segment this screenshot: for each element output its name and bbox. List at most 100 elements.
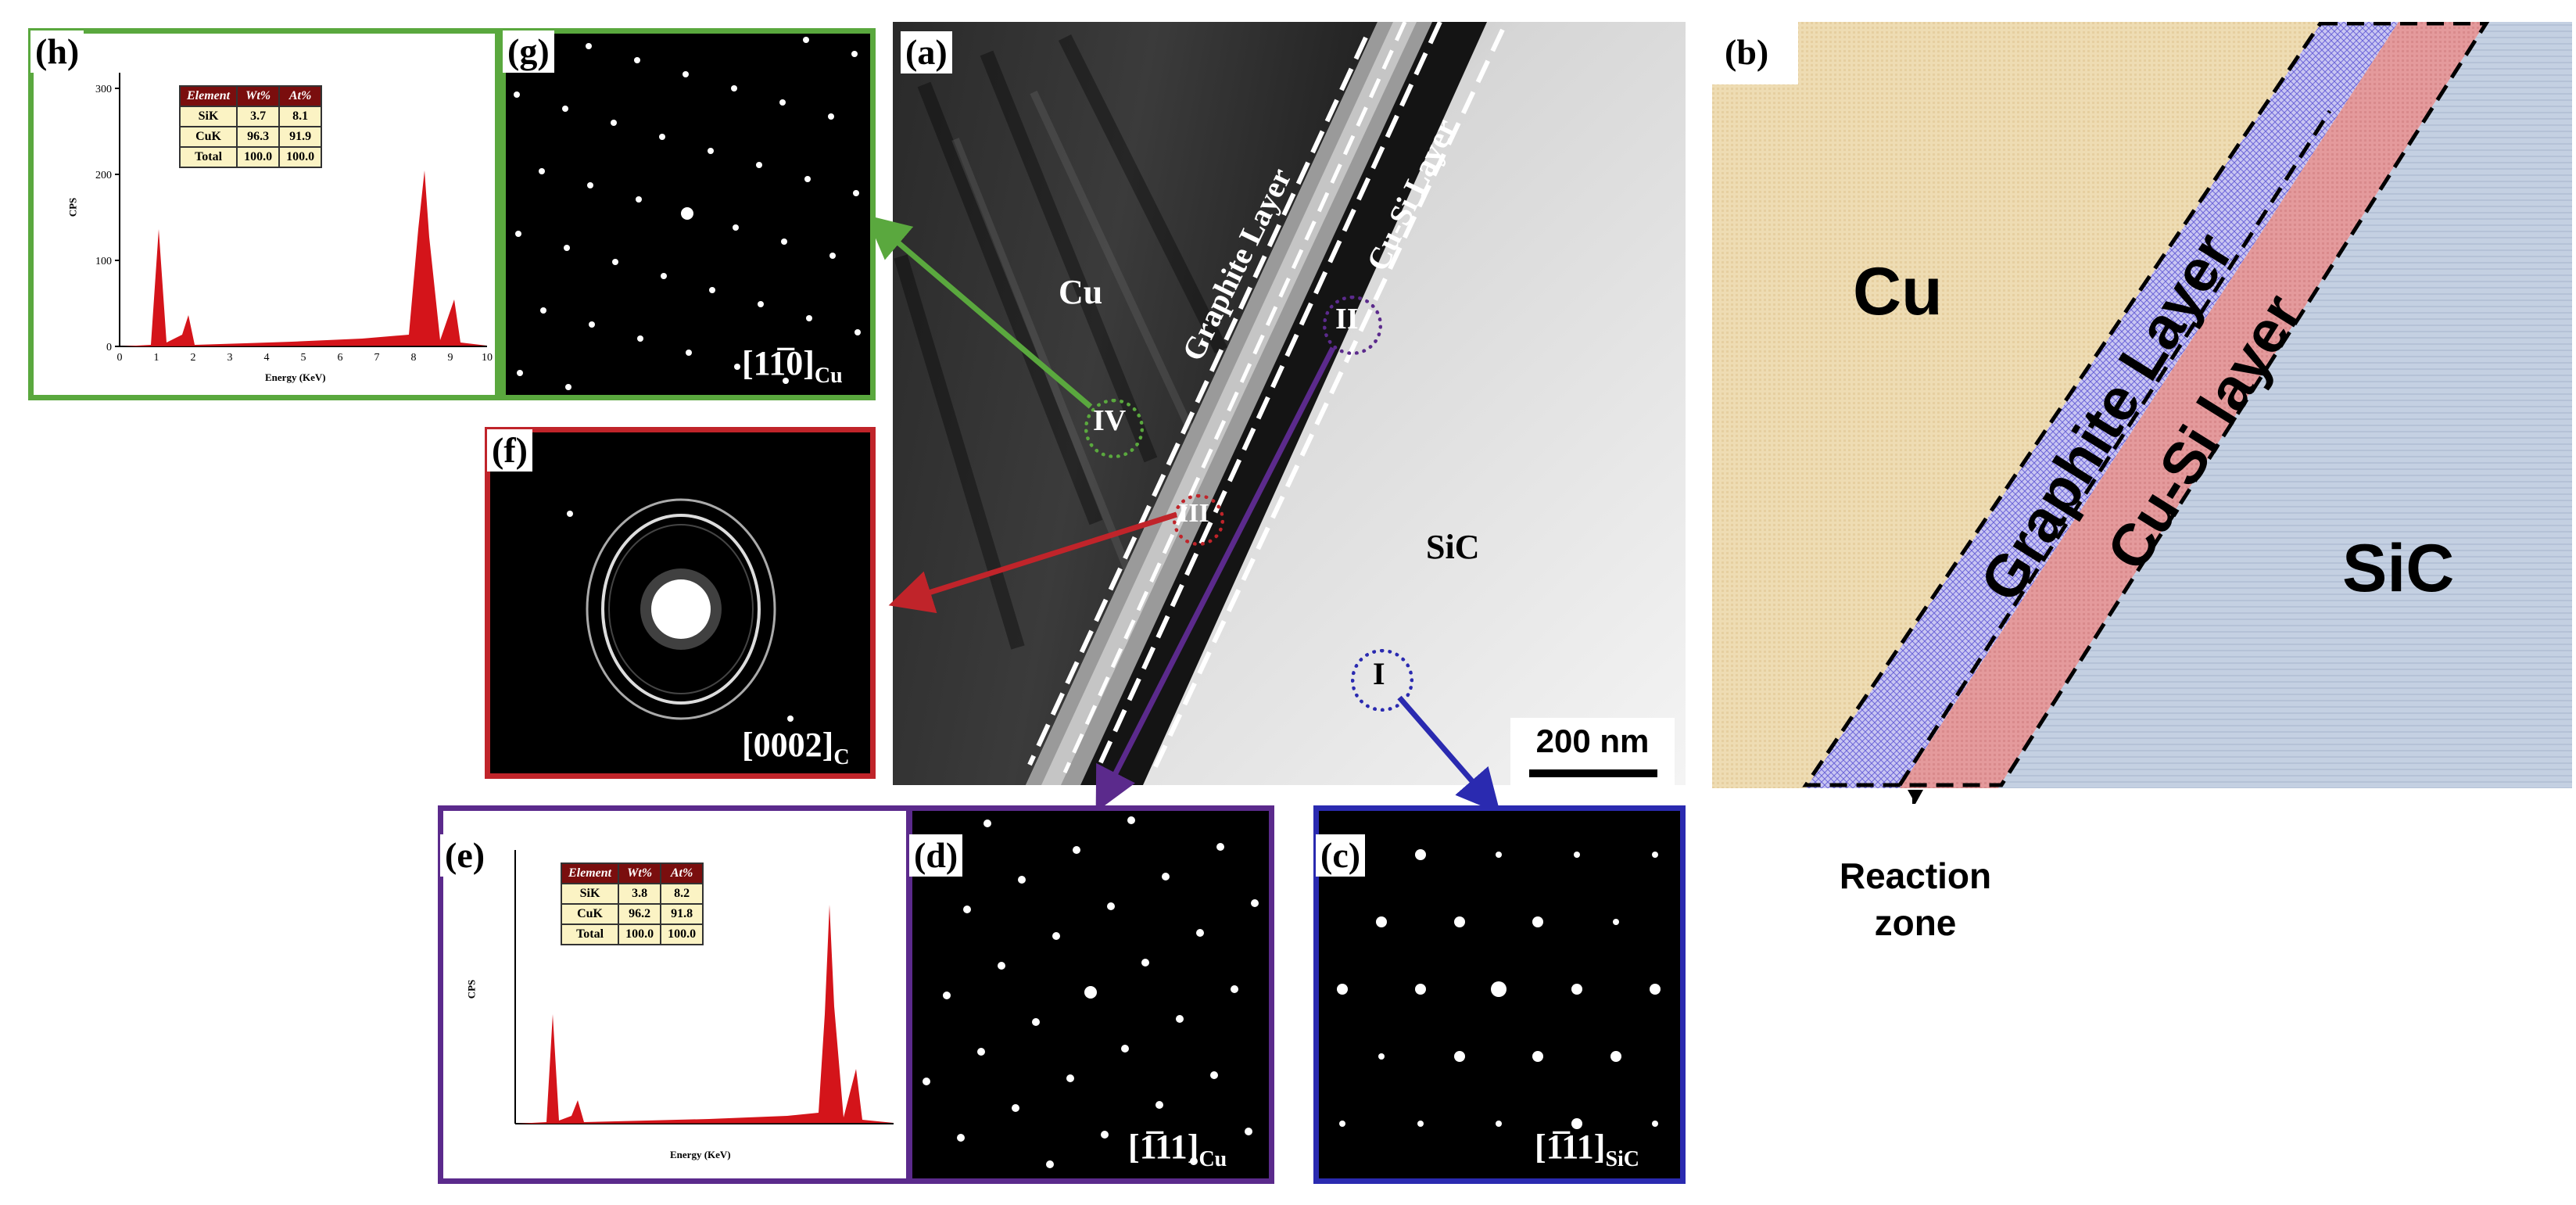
diffraction-spot <box>1107 902 1115 910</box>
point-iii-label: III <box>1178 499 1209 528</box>
eds-spectrum-e <box>514 850 894 1124</box>
point-iv-label: IV <box>1093 404 1127 437</box>
diffraction-spot <box>983 819 991 827</box>
eds-table-e: Element Wt% At% SiK 3.8 8.2 CuK 96.2 91.8 Tota… <box>560 863 704 945</box>
diffraction-spot <box>779 99 786 106</box>
diffraction-spot <box>661 273 667 279</box>
diffraction-spot <box>1532 916 1543 927</box>
diffraction-spot <box>957 1134 965 1142</box>
diffraction-spot <box>1190 1157 1198 1165</box>
diffraction-spot <box>514 91 520 98</box>
arrow-iii-to-f <box>888 511 1178 614</box>
diffraction-spot <box>683 71 689 77</box>
panel-b-label: (b) <box>1725 32 1769 72</box>
diffraction-spot <box>1415 984 1426 995</box>
diffraction-spot <box>1613 919 1619 925</box>
zone-axis-c: [1̅11]SiC <box>1535 1128 1640 1171</box>
eds-h-xtick: 8 <box>411 352 417 364</box>
eds-h-xtick: 6 <box>338 352 343 364</box>
eds-h-xtick: 3 <box>228 352 233 364</box>
diffraction-spot <box>1216 843 1224 851</box>
arrow-ii-to-d <box>1095 346 1336 812</box>
diffraction-spot <box>611 120 617 126</box>
diffraction-spot <box>1415 849 1426 860</box>
diffraction-spot <box>517 370 523 376</box>
diffraction-spot <box>637 335 643 342</box>
diffraction-spot <box>612 259 618 265</box>
diffraction-spot <box>756 162 762 168</box>
sic-region-label: SiC <box>1426 528 1480 566</box>
diffraction-spot <box>733 224 739 231</box>
point-i-label: I <box>1373 656 1385 691</box>
arrow-i-to-c <box>1397 695 1501 814</box>
diffraction-spot <box>686 350 692 356</box>
diffraction-spot <box>781 238 787 245</box>
diffraction-spot <box>1052 932 1060 940</box>
schematic-panel: (b) Cu SiC Graphite Layer Cu-Si layer <box>1712 21 2572 804</box>
diffraction-spot <box>734 364 740 370</box>
diffraction-spot <box>1378 1053 1385 1060</box>
point-iii-marker <box>1173 494 1224 546</box>
diffraction-spot <box>1012 1104 1019 1112</box>
diffraction-spot <box>783 378 789 384</box>
tem-image <box>893 20 1686 785</box>
tem-micrograph-panel: (a) Cu SiC Graphite Layer Cu-Si Layer 20… <box>893 20 1686 785</box>
panel-h-label: (h) <box>30 30 84 73</box>
diffraction-spot <box>1141 959 1149 967</box>
saed-panel-c: (c) [1̅11]SiC <box>1313 805 1686 1184</box>
diffraction-spot <box>1454 916 1465 927</box>
diffraction-spot <box>943 992 951 999</box>
diffraction-spot <box>1155 1101 1163 1109</box>
diffraction-spot <box>1532 1051 1543 1062</box>
diffraction-spot <box>923 1078 930 1085</box>
diffraction-spot <box>806 315 812 321</box>
eds-h-ytick: 100 <box>95 256 112 267</box>
diffraction-spot <box>1084 986 1097 999</box>
eds-h-ylabel: CPS <box>66 197 79 217</box>
diffraction-spot <box>1101 1131 1109 1139</box>
diffraction-spot <box>539 168 545 174</box>
eds-h-xtick: 7 <box>374 352 380 364</box>
eds-h-xtick: 10 <box>482 352 493 364</box>
saed-panel-f: (f) [0002]C <box>485 427 876 779</box>
diffraction-spot <box>634 57 640 63</box>
eds-h-xtick: 0 <box>117 352 123 364</box>
panel-e-label: (e) <box>440 834 490 877</box>
eds-h-xtick: 4 <box>264 352 270 364</box>
eds-table-h: Element Wt% At% SiK 3.7 8.1 CuK 96.3 91.9 Tota… <box>178 85 323 168</box>
diffraction-spot <box>1245 1128 1252 1135</box>
diffraction-spot <box>1571 984 1582 995</box>
reaction-zone-arrow <box>1908 790 1923 804</box>
diffraction-spot <box>828 113 834 120</box>
eds-h-xlabel: Energy (KeV) <box>265 371 326 383</box>
eds-e-xlabel: Energy (KeV) <box>670 1149 731 1160</box>
diffraction-spot <box>1491 981 1507 997</box>
diffraction-spot <box>731 85 737 91</box>
diffraction-spot <box>564 245 570 251</box>
diffraction-spot <box>829 253 836 259</box>
panel-c-label: (c) <box>1316 834 1366 877</box>
diffraction-spot <box>1652 1121 1658 1127</box>
diffraction-spot <box>1337 984 1348 995</box>
diffraction-spot <box>1032 1018 1040 1026</box>
reaction-zone-label: Reaction zone <box>1839 855 1992 943</box>
diffraction-spot <box>963 906 971 913</box>
eds-h-ytick: 300 <box>95 84 112 95</box>
panel-d-label: (d) <box>909 834 963 877</box>
diffraction-spot <box>708 148 714 154</box>
diffraction-spot <box>636 196 642 203</box>
diffraction-spot <box>1417 1121 1424 1127</box>
schematic-cu-label: Cu <box>1853 254 1943 329</box>
diffraction-spot <box>1571 1118 1582 1129</box>
diffraction-spot <box>1231 985 1238 993</box>
saed-panel-d: (d) [1̅11]Cu <box>907 805 1274 1184</box>
diffraction-spot <box>758 301 764 307</box>
eds-e-ylabel: CPS <box>465 979 478 999</box>
diffraction-spot <box>1073 846 1080 854</box>
diffraction-spot <box>709 287 715 293</box>
diffraction-spot <box>853 190 859 196</box>
diffraction-spot <box>1018 876 1026 884</box>
diffraction-spot <box>681 207 693 220</box>
diffraction-spot <box>804 176 811 182</box>
diffraction-spot <box>1176 1015 1184 1023</box>
